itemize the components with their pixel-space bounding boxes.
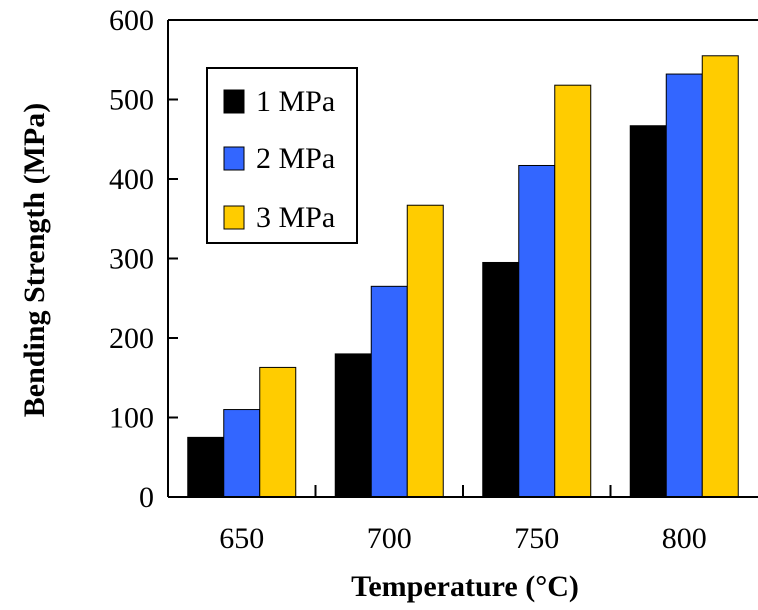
legend-swatch-3-mpa: [223, 205, 245, 230]
y-tick-label-600: 600: [109, 4, 154, 37]
x-tick-label-800: 800: [662, 522, 707, 555]
bar-2-mpa-650: [223, 409, 261, 498]
legend: 1 MPa 2 MPa 3 MPa: [206, 67, 358, 244]
bar-3-mpa-750: [554, 84, 592, 498]
x-ticks-group: 650 700 750 800: [219, 485, 707, 555]
y-tick-label-500: 500: [109, 84, 154, 117]
y-axis-title: Bending Strength (MPa): [18, 103, 51, 417]
x-tick-label-650: 650: [219, 522, 264, 555]
legend-label-1-mpa: 1 MPa: [256, 85, 335, 118]
bar-2-mpa-750: [518, 164, 556, 498]
bars-group: [187, 55, 739, 498]
bar-1-mpa-650: [187, 436, 225, 498]
y-tick-label-400: 400: [109, 163, 154, 196]
legend-swatch-1-mpa: [223, 89, 245, 114]
y-tick-label-300: 300: [109, 243, 154, 276]
bar-1-mpa-800: [629, 125, 667, 498]
legend-label-3-mpa: 3 MPa: [256, 201, 335, 234]
bar-1-mpa-700: [334, 353, 372, 498]
bar-3-mpa-800: [701, 55, 739, 498]
y-tick-label-100: 100: [109, 402, 154, 435]
y-tick-label-200: 200: [109, 322, 154, 355]
bar-1-mpa-750: [482, 261, 520, 498]
x-axis-title: Temperature (°C): [351, 570, 579, 603]
bar-2-mpa-800: [665, 73, 703, 498]
y-tick-label-0: 0: [139, 481, 154, 514]
legend-swatch-2-mpa: [223, 146, 245, 171]
y-ticks-group: 0 100 200 300 400 500 600: [109, 4, 178, 514]
x-tick-label-750: 750: [514, 522, 559, 555]
legend-label-2-mpa: 2 MPa: [256, 142, 335, 175]
bar-2-mpa-700: [370, 285, 408, 498]
bar-3-mpa-650: [259, 366, 297, 498]
x-tick-label-700: 700: [367, 522, 412, 555]
bar-3-mpa-700: [406, 204, 444, 498]
